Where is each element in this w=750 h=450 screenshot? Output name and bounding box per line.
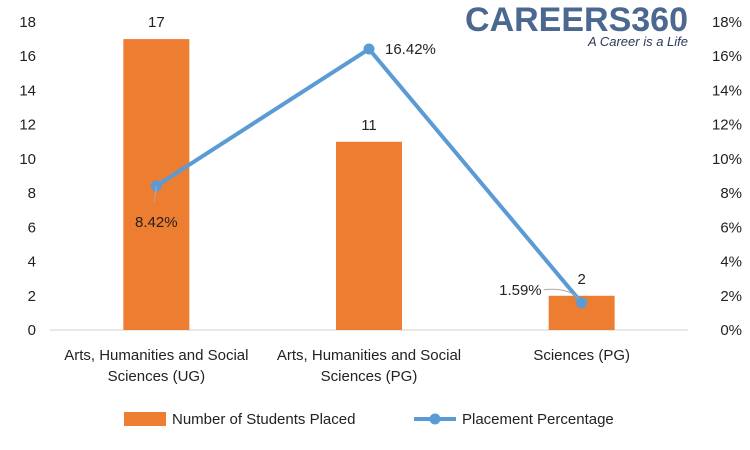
line-data-label: 8.42% xyxy=(135,214,178,231)
legend-line-marker xyxy=(429,413,441,425)
leader-line xyxy=(153,185,157,202)
left-tick-label: 8 xyxy=(28,185,36,202)
category-label: Sciences (UG) xyxy=(108,368,206,385)
left-tick-label: 6 xyxy=(28,219,36,236)
legend: Number of Students Placed Placement Perce… xyxy=(124,411,614,428)
bar-data-label: 11 xyxy=(361,117,377,134)
left-tick-label: 2 xyxy=(28,288,36,305)
category-axis: Arts, Humanities and Social Sciences (UG)… xyxy=(64,347,630,385)
leader-line xyxy=(543,288,580,300)
right-axis: 0% 2% 4% 6% 8% 10% 12% 14% 16% 18% xyxy=(712,14,742,339)
right-tick-label: 14% xyxy=(712,82,742,99)
category-label: Arts, Humanities and Social xyxy=(64,347,248,364)
left-axis: 0 2 4 6 8 10 12 14 16 18 xyxy=(19,14,36,339)
line-data-labels: 8.42% 16.42% 1.59% xyxy=(135,41,580,300)
right-tick-label: 4% xyxy=(720,254,742,271)
category-label: Arts, Humanities and Social xyxy=(277,347,461,364)
left-tick-label: 0 xyxy=(28,322,36,339)
left-tick-label: 16 xyxy=(19,48,36,65)
line-data-label: 1.59% xyxy=(499,282,542,299)
left-tick-label: 18 xyxy=(19,14,36,31)
left-tick-label: 4 xyxy=(28,254,36,271)
line-point xyxy=(363,43,375,55)
legend-label: Placement Percentage xyxy=(462,411,614,428)
bar-data-labels: 17 11 2 xyxy=(148,14,586,288)
right-tick-label: 18% xyxy=(712,14,742,31)
legend-bar-swatch xyxy=(124,412,166,426)
line-data-label: 16.42% xyxy=(385,41,436,58)
bar-data-label: 17 xyxy=(148,14,165,31)
line-series xyxy=(150,43,588,309)
right-tick-label: 2% xyxy=(720,288,742,305)
line-point xyxy=(576,297,588,309)
left-tick-label: 10 xyxy=(19,151,36,168)
careers360-logo: CAREERS360 A Career is a Life xyxy=(465,1,688,49)
right-tick-label: 12% xyxy=(712,117,742,134)
category-label: Sciences (PG) xyxy=(321,368,418,385)
left-tick-label: 14 xyxy=(19,82,36,99)
right-tick-label: 8% xyxy=(720,185,742,202)
left-tick-label: 12 xyxy=(19,117,36,134)
category-label: Sciences (PG) xyxy=(533,347,630,364)
right-tick-label: 16% xyxy=(712,48,742,65)
legend-label: Number of Students Placed xyxy=(172,411,355,428)
logo-tagline: A Career is a Life xyxy=(587,34,688,49)
bar xyxy=(336,141,402,330)
bar-data-label: 2 xyxy=(577,271,585,288)
right-tick-label: 6% xyxy=(720,219,742,236)
logo-name: CAREERS360 xyxy=(465,1,688,39)
right-tick-label: 10% xyxy=(712,151,742,168)
right-tick-label: 0% xyxy=(720,322,742,339)
